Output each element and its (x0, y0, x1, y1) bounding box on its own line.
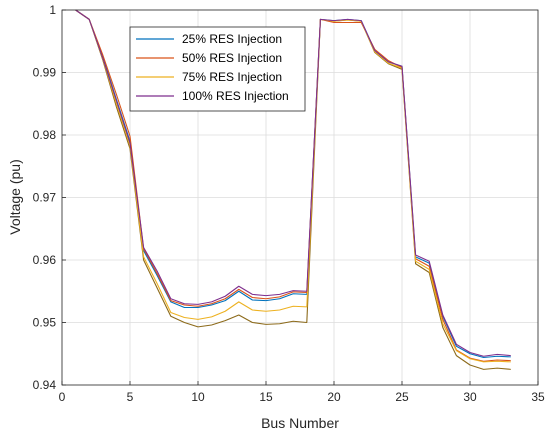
x-axis-label: Bus Number (261, 415, 339, 431)
x-tick-label: 5 (127, 390, 134, 404)
series-line-4 (75, 9, 511, 357)
series-line-5 (75, 9, 511, 370)
y-tick-label: 1 (49, 3, 56, 17)
legend-entry: 50% RES Injection (182, 51, 282, 65)
x-tick-label: 30 (463, 390, 477, 404)
x-tick-label: 25 (395, 390, 409, 404)
y-tick-label: 0.94 (33, 378, 57, 392)
series-lines (75, 9, 511, 370)
x-tick-label: 20 (327, 390, 341, 404)
y-tick-label: 0.98 (33, 128, 57, 142)
legend-entry: 100% RES Injection (182, 89, 289, 103)
series-line-2 (75, 9, 511, 362)
legend-entry: 75% RES Injection (182, 70, 282, 84)
y-tick-label: 0.95 (33, 316, 57, 330)
legend-entry: 25% RES Injection (182, 32, 282, 46)
x-tick-label: 35 (531, 390, 545, 404)
legend: 25% RES Injection 50% RES Injection 75% RE… (129, 26, 306, 112)
x-tick-label: 10 (191, 390, 205, 404)
x-tick-label: 0 (59, 390, 66, 404)
y-tick-label: 0.96 (33, 253, 57, 267)
y-axis-label: Voltage (pu) (7, 159, 23, 235)
y-tick-label: 0.97 (33, 191, 57, 205)
series-line-3 (75, 9, 511, 363)
axis-ticks: 0 5 10 15 20 25 30 35 0.94 0.95 0.96 0.97 0.98 0.99 1 (33, 3, 545, 404)
y-tick-label: 0.99 (33, 66, 57, 80)
legend-box (129, 26, 306, 112)
x-tick-label: 15 (259, 390, 273, 404)
